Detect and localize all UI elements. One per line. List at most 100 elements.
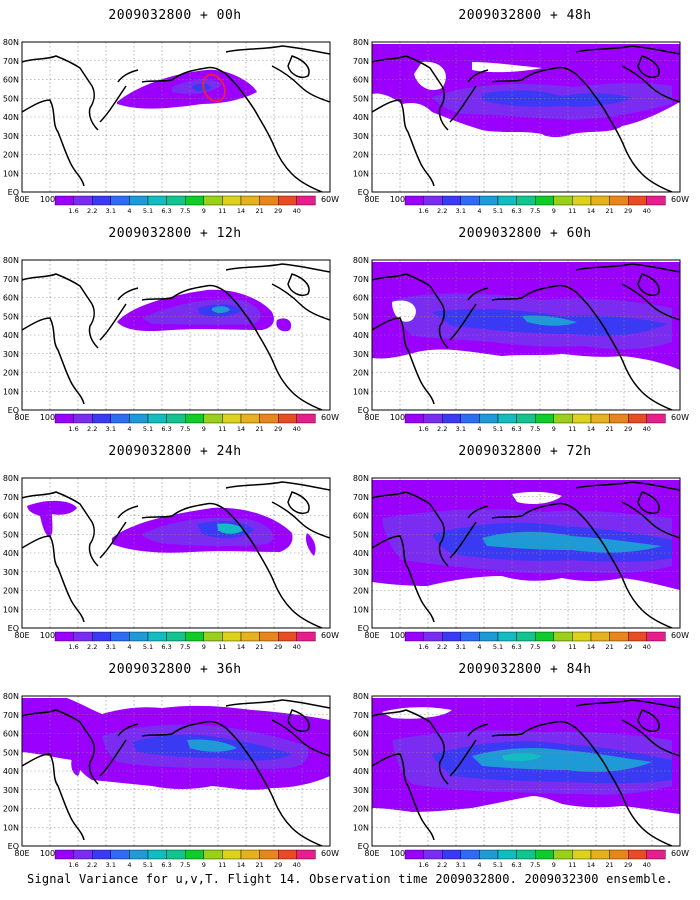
colorbar-swatch	[590, 195, 610, 206]
colorbar-level-label: 6.3	[511, 643, 521, 651]
map-frame	[371, 695, 681, 847]
lat-tick-label: EQ	[358, 188, 369, 197]
colorbar-swatch	[516, 413, 536, 424]
colorbar-swatch	[646, 631, 666, 642]
lat-tick-label: EQ	[358, 624, 369, 633]
variance-contour	[192, 83, 212, 91]
coastline	[287, 55, 310, 78]
coastline	[225, 727, 323, 846]
map-background	[22, 478, 330, 628]
variance-contour	[276, 318, 292, 332]
coastline	[22, 491, 93, 523]
lon-tick-label: 80E	[364, 413, 379, 422]
lat-tick-label: 30N	[3, 350, 19, 359]
colorbar-swatch	[54, 195, 74, 206]
variance-contour	[512, 491, 562, 504]
colorbar-level-label: 9	[202, 643, 206, 651]
lon-tick-label: 80E	[14, 195, 29, 204]
colorbar-level-label: 7.5	[530, 643, 540, 651]
variance-contour	[472, 62, 542, 73]
colorbar-swatch	[646, 413, 666, 424]
colorbar-swatch	[222, 195, 242, 206]
colorbar-level-label: 14	[587, 643, 595, 651]
coastline	[372, 273, 443, 305]
coastline	[22, 317, 85, 405]
colorbar-level-label: 2.2	[87, 643, 97, 651]
colorbar-level-label: 9	[552, 643, 556, 651]
map-frame	[21, 259, 331, 411]
graticule	[372, 696, 680, 846]
colorbar-swatch	[184, 413, 204, 424]
lon-tick-label: 80E	[364, 631, 379, 640]
coastline	[117, 69, 139, 83]
coastline	[88, 521, 99, 567]
coastline	[637, 491, 660, 514]
colorbar-swatch	[54, 631, 74, 642]
coastline	[271, 719, 330, 757]
colorbar-level-label: 3.1	[456, 425, 466, 433]
colorbar-level-label: 5.1	[493, 861, 503, 869]
lat-tick-label: 60N	[353, 294, 369, 303]
coastline	[467, 723, 489, 737]
colorbar: 1.6 2.2 3.1 4 5.1 6.3 7.5 9 11 14 21 29 40	[404, 849, 666, 869]
colorbar-swatch	[590, 413, 610, 424]
colorbar-swatch	[259, 849, 279, 860]
colorbar-level-label: 29	[624, 861, 632, 869]
variance-contour	[217, 523, 244, 534]
lat-tick-label: 40N	[3, 113, 19, 122]
colorbar-swatch	[516, 631, 536, 642]
colorbar-level-label: 21	[605, 425, 613, 433]
colorbar-swatch	[479, 195, 499, 206]
graticule	[22, 478, 330, 628]
colorbar-level-label: 6.3	[511, 425, 521, 433]
colorbar-level-label: 40	[643, 425, 651, 433]
lat-tick-label: 10N	[3, 823, 19, 832]
colorbar-swatch	[479, 849, 499, 860]
colorbar-swatch	[479, 413, 499, 424]
panel-title: 2009032800 + 72h	[458, 444, 592, 459]
colorbar-level-label: 7.5	[530, 861, 540, 869]
colorbar-swatch	[259, 413, 279, 424]
colorbar-level-label: 14	[237, 425, 245, 433]
colorbar-level-label: 2.2	[87, 861, 97, 869]
map-plot: 80N70N60N50N40N30N20N10NEQ80E100E120E140…	[3, 38, 339, 204]
lat-tick-label: 20N	[353, 151, 369, 160]
lat-tick-label: 20N	[3, 369, 19, 378]
map-panel: 2009032800 + 48h 80N 70N 60N 50N 40N 30N 20N 10N…	[350, 0, 700, 217]
coastline	[225, 73, 323, 192]
colorbar-swatch	[534, 413, 554, 424]
coastline	[372, 317, 435, 405]
coastline	[22, 709, 93, 741]
colorbar-level-label: 9	[552, 207, 556, 215]
colorbar-swatch	[423, 195, 443, 206]
variance-field	[372, 480, 680, 590]
variance-field	[372, 698, 680, 814]
colorbar-level-label: 2.2	[437, 861, 447, 869]
coastline	[141, 79, 173, 83]
lat-tick-label: 40N	[353, 113, 369, 122]
variance-contour	[27, 500, 77, 538]
colorbar-level-label: 40	[293, 425, 301, 433]
lon-tick-label: 60W	[671, 631, 689, 640]
coastline	[99, 739, 127, 777]
lon-tick-label: 100E	[40, 849, 60, 858]
flight-track-marker	[202, 73, 226, 103]
colorbar-swatch	[553, 195, 573, 206]
colorbar-swatch	[240, 413, 260, 424]
map-panel: 2009032800 + 84h 80N 70N 60N 50N 40N 30N 20N 10N…	[350, 654, 700, 871]
colorbar: 1.6 2.2 3.1 4 5.1 6.3 7.5 9 11 14 21 29 40	[54, 413, 316, 433]
colorbar-level-label: 2.2	[437, 425, 447, 433]
colorbar-level-label: 3.1	[456, 643, 466, 651]
lon-tick-label: 100E	[390, 849, 410, 858]
coastline	[22, 273, 93, 305]
colorbar-swatch	[110, 413, 130, 424]
panel-grid: 2009032800 + 00h 80N 70N 60N 50N 40N 30N 20N 10N…	[3, 0, 700, 871]
coastline	[637, 709, 660, 732]
panel-title: 2009032800 + 12h	[108, 226, 242, 241]
colorbar-swatch	[497, 195, 517, 206]
coastline	[438, 85, 449, 131]
colorbar-level-label: 11	[218, 425, 226, 433]
colorbar-swatch	[497, 849, 517, 860]
colorbar-level-label: 5.1	[493, 643, 503, 651]
colorbar-swatch	[184, 195, 204, 206]
